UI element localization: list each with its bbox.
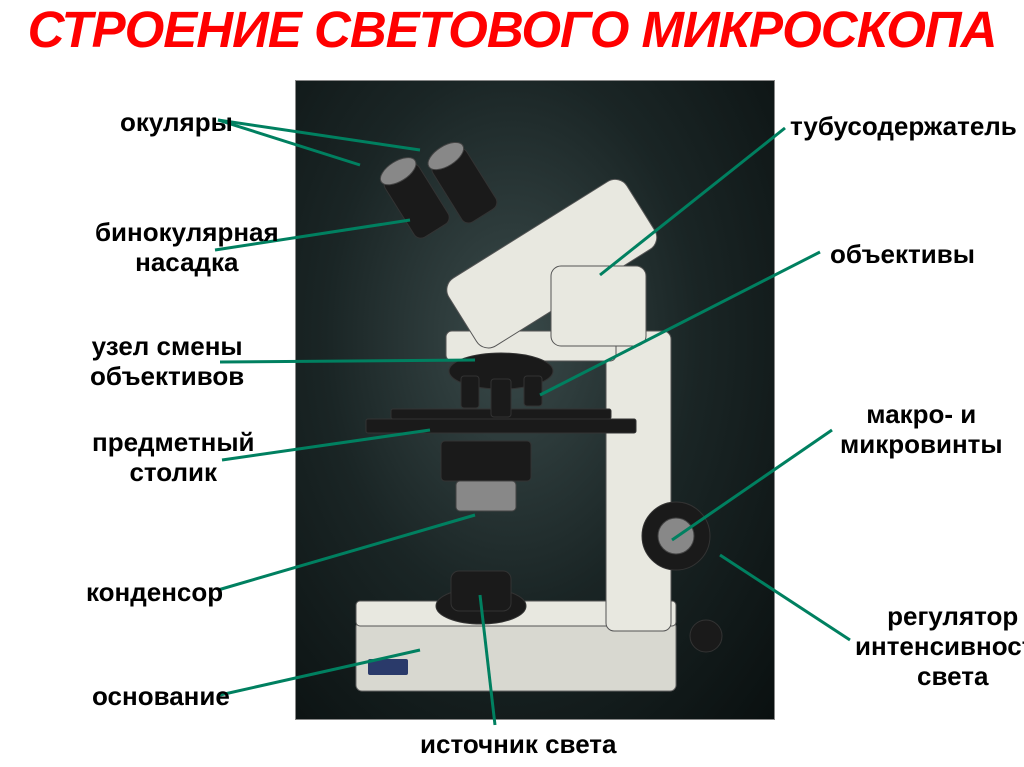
label-base: основание (92, 682, 230, 712)
label-eyepieces: окуляры (120, 108, 233, 138)
label-objectives: объективы (830, 240, 975, 270)
label-tubeholder: тубусодержатель (790, 112, 1017, 142)
label-stage: предметный столик (92, 428, 255, 488)
label-revolver: узел смены объективов (90, 332, 244, 392)
microscope-photo (295, 80, 775, 720)
diagram-title: СТРОЕНИЕ СВЕТОВОГО МИКРОСКОПА (0, 0, 1024, 59)
label-binocular: бинокулярная насадка (95, 218, 279, 278)
label-condenser: конденсор (86, 578, 223, 608)
microscope-illustration (296, 81, 776, 721)
label-intensity: регулятор интенсивности света (855, 602, 1024, 692)
label-screws: макро- и микровинты (840, 400, 1003, 460)
label-lightsource: источник света (420, 730, 617, 760)
